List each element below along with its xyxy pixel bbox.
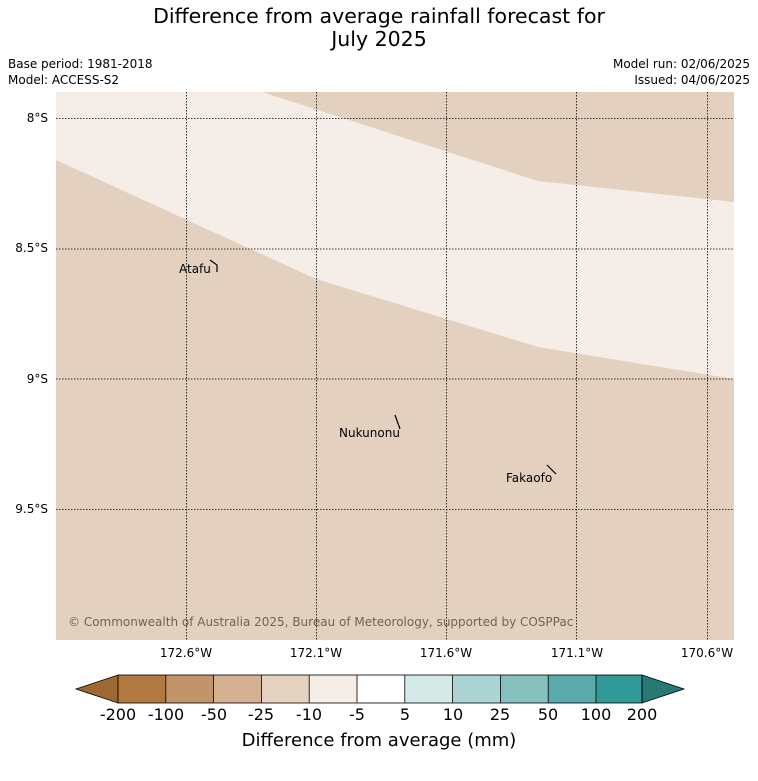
gridlines [56,92,734,640]
title-line-2: July 2025 [331,27,427,51]
colorbar-tick-6: -5 [349,705,365,724]
colorbar-swatch-3 [213,675,262,703]
colorbar-tick-9: 25 [489,705,511,724]
colorbar-tick-8: 10 [442,705,464,724]
region-minus-10-to-minus-5 [56,92,734,379]
lon-label-171-1: 171.1°W [550,646,604,660]
colorbar-swatch-9 [500,675,549,703]
colorbar-tick-4: -25 [247,705,275,724]
colorbar-swatch-2 [165,675,214,703]
base-period: Base period: 1981-2018 [8,57,153,71]
fakaofo-atoll [546,464,557,475]
meta-left: Base period: 1981-2018 Model: ACCESS-S2 [8,56,153,88]
colorbar-swatch-11 [596,675,642,703]
issued-date: Issued: 04/06/2025 [634,73,750,87]
colorbar-extend-high [641,674,686,704]
lat-label-8-5: 8.5°S [15,241,48,255]
colorbar-swatch-5 [309,675,357,703]
model-name: Model: ACCESS-S2 [8,73,120,87]
colorbar [74,674,686,704]
colorbar-outline [117,674,643,704]
colorbar-swatch-7 [404,675,453,703]
colorbar-swatch-10 [548,675,596,703]
atafu-atoll [209,259,218,272]
colorbar-extend-low [74,674,119,704]
lon-label-172-1: 172.1°W [289,646,343,660]
colorbar-tick-7: 5 [399,705,411,724]
map-title: Difference from average rainfall forecas… [0,5,758,51]
colorbar-swatch-1 [118,675,166,703]
colorbar-label: Difference from average (mm) [241,730,517,751]
colorbar-swatch-4 [261,675,310,703]
colorbar-swatch-6 [357,675,405,703]
colorbar-dividers [165,675,597,703]
colorbar-tick-1: -200 [99,705,137,724]
colorbar-tick-3: -50 [200,705,228,724]
lat-label-9-5: 9.5°S [15,502,48,516]
map-svg: Atafu Nukunonu Fakaofo © Commonwealth of… [56,92,734,640]
place-label-fakaofo: Fakaofo [506,471,552,485]
colorbar-tick-12: 200 [626,705,658,724]
colorbar-tick-11: 100 [580,705,612,724]
lat-label-8: 8°S [26,111,48,125]
copyright-notice: © Commonwealth of Australia 2025, Bureau… [68,615,573,629]
colorbar-tick-2: -100 [147,705,185,724]
place-label-atafu: Atafu [179,262,211,276]
lon-label-170-6: 170.6°W [680,646,734,660]
colorbar-tick-10: 50 [537,705,559,724]
title-line-1: Difference from average rainfall forecas… [153,4,605,28]
map-area[interactable]: Atafu Nukunonu Fakaofo © Commonwealth of… [56,92,734,640]
place-label-nukunonu: Nukunonu [339,426,400,440]
lon-label-171-6: 171.6°W [419,646,473,660]
lon-label-172-6: 172.6°W [159,646,213,660]
model-run: Model run: 02/06/2025 [612,57,750,71]
colorbar-swatch-8 [452,675,501,703]
meta-right: Model run: 02/06/2025 Issued: 04/06/2025 [613,56,750,88]
colorbar-tick-5: -10 [295,705,323,724]
lat-label-9: 9°S [26,372,48,386]
nukunonu-atoll [394,414,401,430]
